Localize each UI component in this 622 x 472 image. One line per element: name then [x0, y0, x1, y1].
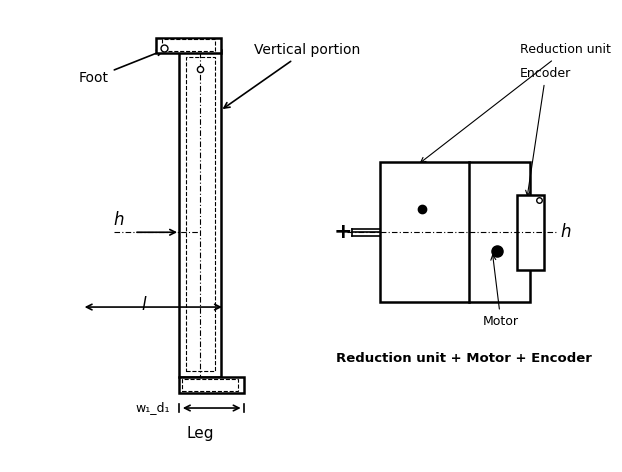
Bar [380, 162, 529, 303]
Text: h: h [560, 223, 571, 241]
Text: Reduction unit: Reduction unit [420, 43, 611, 162]
Text: Motor: Motor [483, 255, 519, 328]
Text: Leg: Leg [187, 426, 214, 441]
Bar [179, 377, 244, 393]
Bar [179, 50, 221, 377]
Bar [156, 38, 221, 53]
Text: Foot: Foot [79, 50, 162, 85]
Bar [162, 39, 215, 51]
Text: Vertical portion: Vertical portion [224, 43, 360, 108]
Text: h: h [113, 211, 124, 229]
Text: l: l [141, 296, 146, 314]
Text: +: + [333, 222, 352, 242]
Bar [518, 195, 544, 270]
Text: w₁_d₁: w₁_d₁ [135, 402, 170, 414]
Text: Reduction unit + Motor + Encoder: Reduction unit + Motor + Encoder [337, 352, 592, 365]
Text: Encoder: Encoder [520, 67, 572, 195]
Bar [185, 57, 215, 371]
Bar [182, 379, 238, 391]
